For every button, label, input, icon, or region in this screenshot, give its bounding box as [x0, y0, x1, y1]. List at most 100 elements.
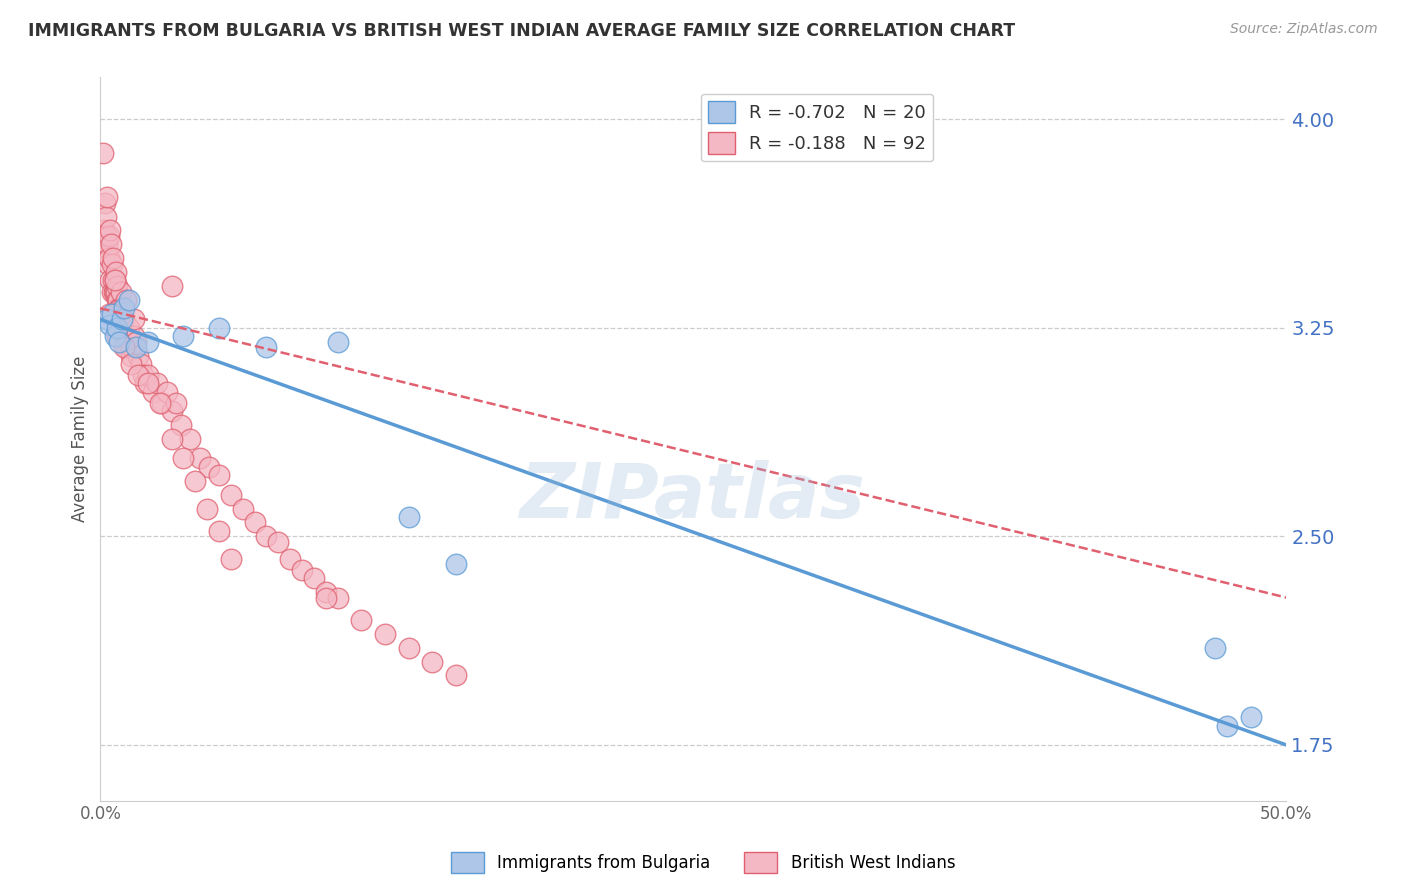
Point	[134, 376, 156, 391]
Point	[103, 329, 125, 343]
Point	[170, 418, 193, 433]
Point	[97, 307, 120, 321]
Point	[93, 245, 115, 260]
Point	[111, 312, 134, 326]
Point	[118, 340, 141, 354]
Point	[160, 404, 183, 418]
Text: ZIPatlas: ZIPatlas	[520, 460, 866, 534]
Point	[105, 293, 128, 307]
Point	[374, 626, 396, 640]
Point	[115, 340, 138, 354]
Point	[278, 551, 301, 566]
Point	[111, 307, 134, 321]
Point	[100, 257, 122, 271]
Point	[150, 396, 173, 410]
Point	[326, 591, 349, 605]
Point	[117, 334, 139, 349]
Point	[179, 432, 201, 446]
Point	[101, 307, 124, 321]
Point	[97, 257, 120, 271]
Point	[1216, 718, 1239, 732]
Point	[110, 285, 132, 299]
Point	[146, 376, 169, 391]
Point	[108, 334, 131, 349]
Point	[107, 293, 129, 307]
Point	[398, 509, 420, 524]
Point	[1240, 710, 1263, 724]
Point	[127, 349, 149, 363]
Point	[96, 312, 118, 326]
Point	[302, 571, 325, 585]
Point	[112, 340, 135, 354]
Point	[184, 474, 207, 488]
Point	[136, 368, 159, 382]
Point	[208, 468, 231, 483]
Point	[160, 279, 183, 293]
Point	[97, 252, 120, 266]
Point	[398, 640, 420, 655]
Text: IMMIGRANTS FROM BULGARIA VS BRITISH WEST INDIAN AVERAGE FAMILY SIZE CORRELATION : IMMIGRANTS FROM BULGARIA VS BRITISH WEST…	[28, 22, 1015, 40]
Point	[112, 312, 135, 326]
Point	[254, 340, 277, 354]
Point	[160, 432, 183, 446]
Point	[198, 459, 221, 474]
Point	[94, 229, 117, 244]
Point	[1204, 640, 1226, 655]
Point	[98, 273, 121, 287]
Point	[108, 312, 131, 326]
Point	[232, 501, 254, 516]
Point	[315, 591, 337, 605]
Point	[243, 516, 266, 530]
Point	[172, 451, 194, 466]
Point	[195, 501, 218, 516]
Point	[96, 210, 118, 224]
Point	[105, 285, 128, 299]
Point	[165, 396, 187, 410]
Point	[111, 301, 134, 316]
Point	[103, 285, 125, 299]
Point	[103, 273, 125, 287]
Point	[107, 279, 129, 293]
Point	[444, 668, 467, 682]
Point	[115, 293, 138, 307]
Point	[112, 301, 135, 316]
Point	[105, 320, 128, 334]
Point	[111, 320, 134, 334]
Point	[315, 585, 337, 599]
Point	[422, 655, 444, 669]
Text: Source: ZipAtlas.com: Source: ZipAtlas.com	[1230, 22, 1378, 37]
Legend: R = -0.702   N = 20, R = -0.188   N = 92: R = -0.702 N = 20, R = -0.188 N = 92	[700, 94, 934, 161]
Point	[208, 320, 231, 334]
Point	[326, 334, 349, 349]
Point	[444, 558, 467, 572]
Point	[121, 340, 143, 354]
Point	[127, 368, 149, 382]
Point	[108, 301, 131, 316]
Point	[350, 613, 373, 627]
Point	[120, 349, 142, 363]
Point	[267, 535, 290, 549]
Point	[291, 563, 314, 577]
Point	[129, 357, 152, 371]
Point	[103, 273, 125, 287]
Point	[136, 334, 159, 349]
Point	[114, 329, 136, 343]
Point	[104, 265, 127, 279]
Point	[98, 229, 121, 244]
Point	[118, 320, 141, 334]
Point	[122, 329, 145, 343]
Point	[156, 384, 179, 399]
Point	[254, 529, 277, 543]
Point	[149, 396, 172, 410]
Point	[94, 195, 117, 210]
Point	[132, 368, 155, 382]
Point	[136, 376, 159, 391]
Point	[101, 273, 124, 287]
Point	[98, 318, 121, 332]
Point	[208, 524, 231, 538]
Point	[105, 329, 128, 343]
Point	[125, 334, 148, 349]
Point	[219, 551, 242, 566]
Point	[125, 340, 148, 354]
Point	[188, 451, 211, 466]
